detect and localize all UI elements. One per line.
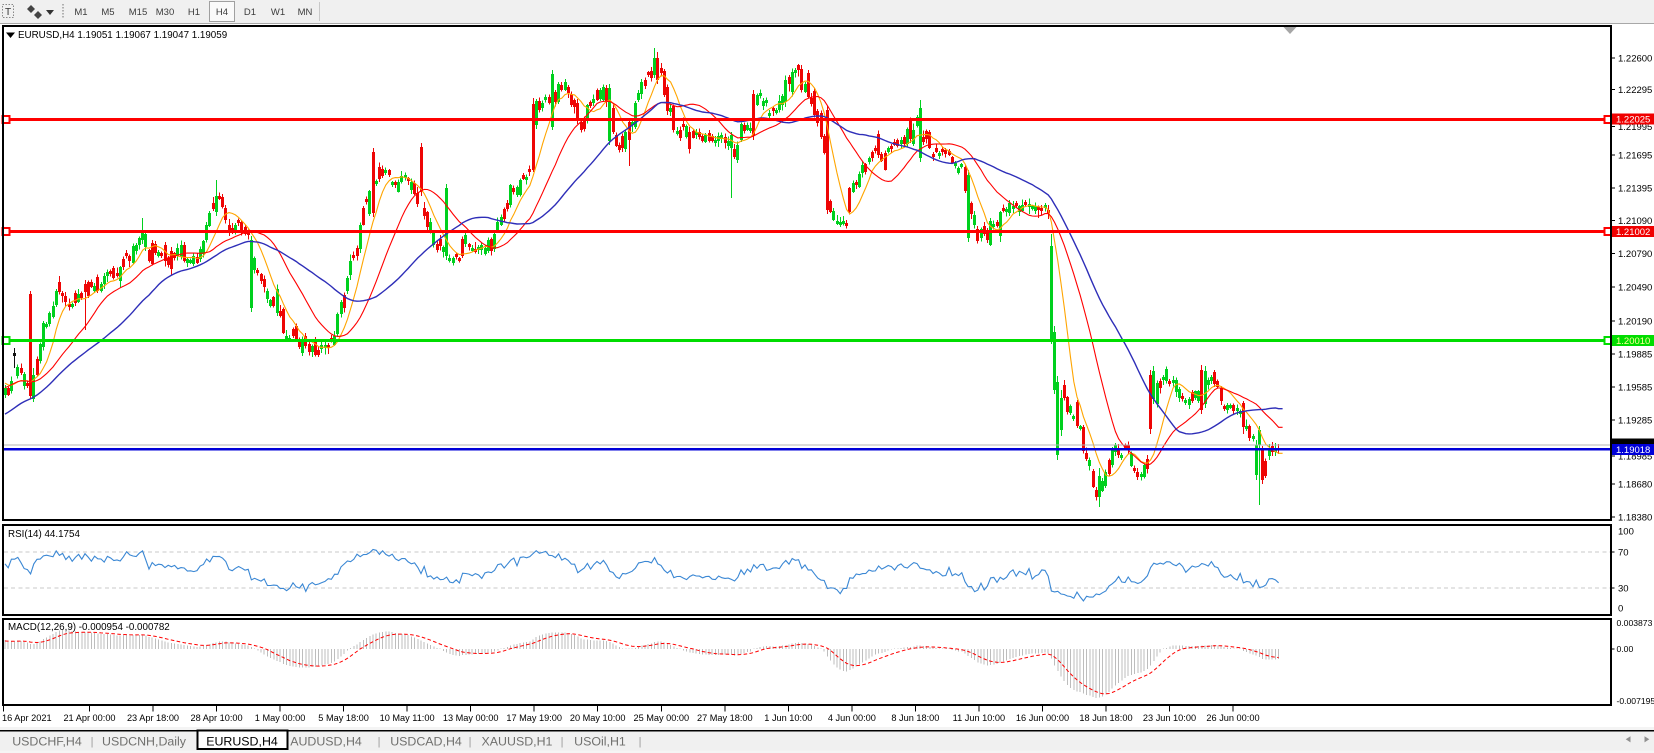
svg-text:1.20010: 1.20010 [1616, 336, 1650, 347]
svg-text:11 Jun 10:00: 11 Jun 10:00 [953, 713, 1005, 723]
svg-text:1.22600: 1.22600 [1618, 54, 1652, 65]
svg-text:H1: H1 [188, 7, 200, 18]
svg-text:4 Jun 00:00: 4 Jun 00:00 [828, 713, 876, 723]
svg-text:1.20790: 1.20790 [1618, 249, 1652, 260]
svg-text:1.21002: 1.21002 [1616, 227, 1650, 238]
svg-text:XAUUSD,H1: XAUUSD,H1 [482, 735, 553, 749]
svg-text:RSI(14) 44.1754: RSI(14) 44.1754 [8, 529, 80, 540]
svg-text:23 Apr 18:00: 23 Apr 18:00 [127, 713, 179, 723]
svg-text:1.21090: 1.21090 [1618, 216, 1652, 227]
svg-text:M30: M30 [156, 7, 174, 18]
svg-text:1 May 00:00: 1 May 00:00 [255, 713, 306, 723]
svg-text:8 Jun 18:00: 8 Jun 18:00 [891, 713, 939, 723]
svg-text:18 Jun 18:00: 18 Jun 18:00 [1079, 713, 1132, 723]
svg-text:AUDUSD,H4: AUDUSD,H4 [290, 735, 362, 749]
svg-text:USOil,H1: USOil,H1 [574, 735, 626, 749]
svg-text:23 Jun 10:00: 23 Jun 10:00 [1143, 713, 1196, 723]
svg-text:0.00: 0.00 [1617, 644, 1634, 654]
svg-text:26 Jun 00:00: 26 Jun 00:00 [1206, 713, 1259, 723]
svg-text:1.21395: 1.21395 [1618, 184, 1652, 195]
svg-text:13 May 00:00: 13 May 00:00 [443, 713, 499, 723]
svg-text:MACD(12,26,9) -0.000954 -0.000: MACD(12,26,9) -0.000954 -0.000782 [8, 622, 170, 633]
svg-text:1.20490: 1.20490 [1618, 283, 1652, 294]
svg-text:|: | [561, 736, 564, 748]
svg-text:USDCAD,H4: USDCAD,H4 [390, 735, 462, 749]
svg-text:M5: M5 [101, 7, 114, 18]
svg-text:1.19018: 1.19018 [1616, 445, 1650, 456]
svg-text:1 Jun 10:00: 1 Jun 10:00 [764, 713, 812, 723]
svg-text:28 Apr 10:00: 28 Apr 10:00 [191, 713, 243, 723]
svg-text:H4: H4 [216, 7, 228, 18]
svg-text:1.21695: 1.21695 [1618, 151, 1652, 162]
svg-text:1.18380: 1.18380 [1618, 513, 1652, 524]
svg-text:0.003873: 0.003873 [1617, 618, 1653, 628]
svg-text:21 Apr 00:00: 21 Apr 00:00 [63, 713, 115, 723]
svg-text:M15: M15 [129, 7, 147, 18]
svg-text:|: | [91, 736, 94, 748]
svg-text:1.21995: 1.21995 [1618, 122, 1652, 133]
svg-text:USDCNH,Daily: USDCNH,Daily [102, 735, 187, 749]
svg-text:1.22025: 1.22025 [1616, 115, 1650, 126]
svg-text:D1: D1 [244, 7, 256, 18]
svg-text:0: 0 [1618, 604, 1623, 615]
svg-text:70: 70 [1618, 548, 1629, 559]
svg-text:|: | [639, 736, 642, 748]
svg-text:USDCHF,H4: USDCHF,H4 [12, 735, 82, 749]
svg-text:M1: M1 [74, 7, 87, 18]
svg-text:30: 30 [1618, 584, 1629, 595]
svg-text:16 Jun 00:00: 16 Jun 00:00 [1016, 713, 1069, 723]
svg-text:10 May 11:00: 10 May 11:00 [380, 713, 435, 723]
svg-text:5 May 18:00: 5 May 18:00 [318, 713, 369, 723]
svg-text:100: 100 [1618, 527, 1634, 538]
svg-text:27 May 18:00: 27 May 18:00 [697, 713, 753, 723]
svg-text:17 May 19:00: 17 May 19:00 [506, 713, 562, 723]
svg-text:T: T [5, 7, 11, 18]
svg-text:20 May 10:00: 20 May 10:00 [570, 713, 626, 723]
svg-text:25 May 00:00: 25 May 00:00 [633, 713, 689, 723]
svg-text:-0.007195: -0.007195 [1617, 696, 1654, 706]
svg-text:1.19285: 1.19285 [1618, 416, 1652, 427]
svg-text:EURUSD,H4: EURUSD,H4 [206, 735, 278, 749]
svg-text:W1: W1 [271, 7, 285, 18]
svg-text:1.18985: 1.18985 [1618, 452, 1652, 463]
svg-text:1.22295: 1.22295 [1618, 85, 1652, 96]
svg-text:EURUSD,H4 1.19051 1.19067 1.1: EURUSD,H4 1.19051 1.19067 1.19047 1.1905… [18, 30, 227, 41]
svg-text:MN: MN [298, 7, 313, 18]
svg-text:1.20190: 1.20190 [1618, 317, 1652, 328]
svg-text:16 Apr 2021: 16 Apr 2021 [2, 713, 52, 723]
svg-text:1.18680: 1.18680 [1618, 480, 1652, 491]
svg-text:1.19585: 1.19585 [1618, 383, 1652, 394]
svg-text:|: | [378, 736, 381, 748]
svg-text:1.19885: 1.19885 [1618, 350, 1652, 361]
svg-text:|: | [469, 736, 472, 748]
